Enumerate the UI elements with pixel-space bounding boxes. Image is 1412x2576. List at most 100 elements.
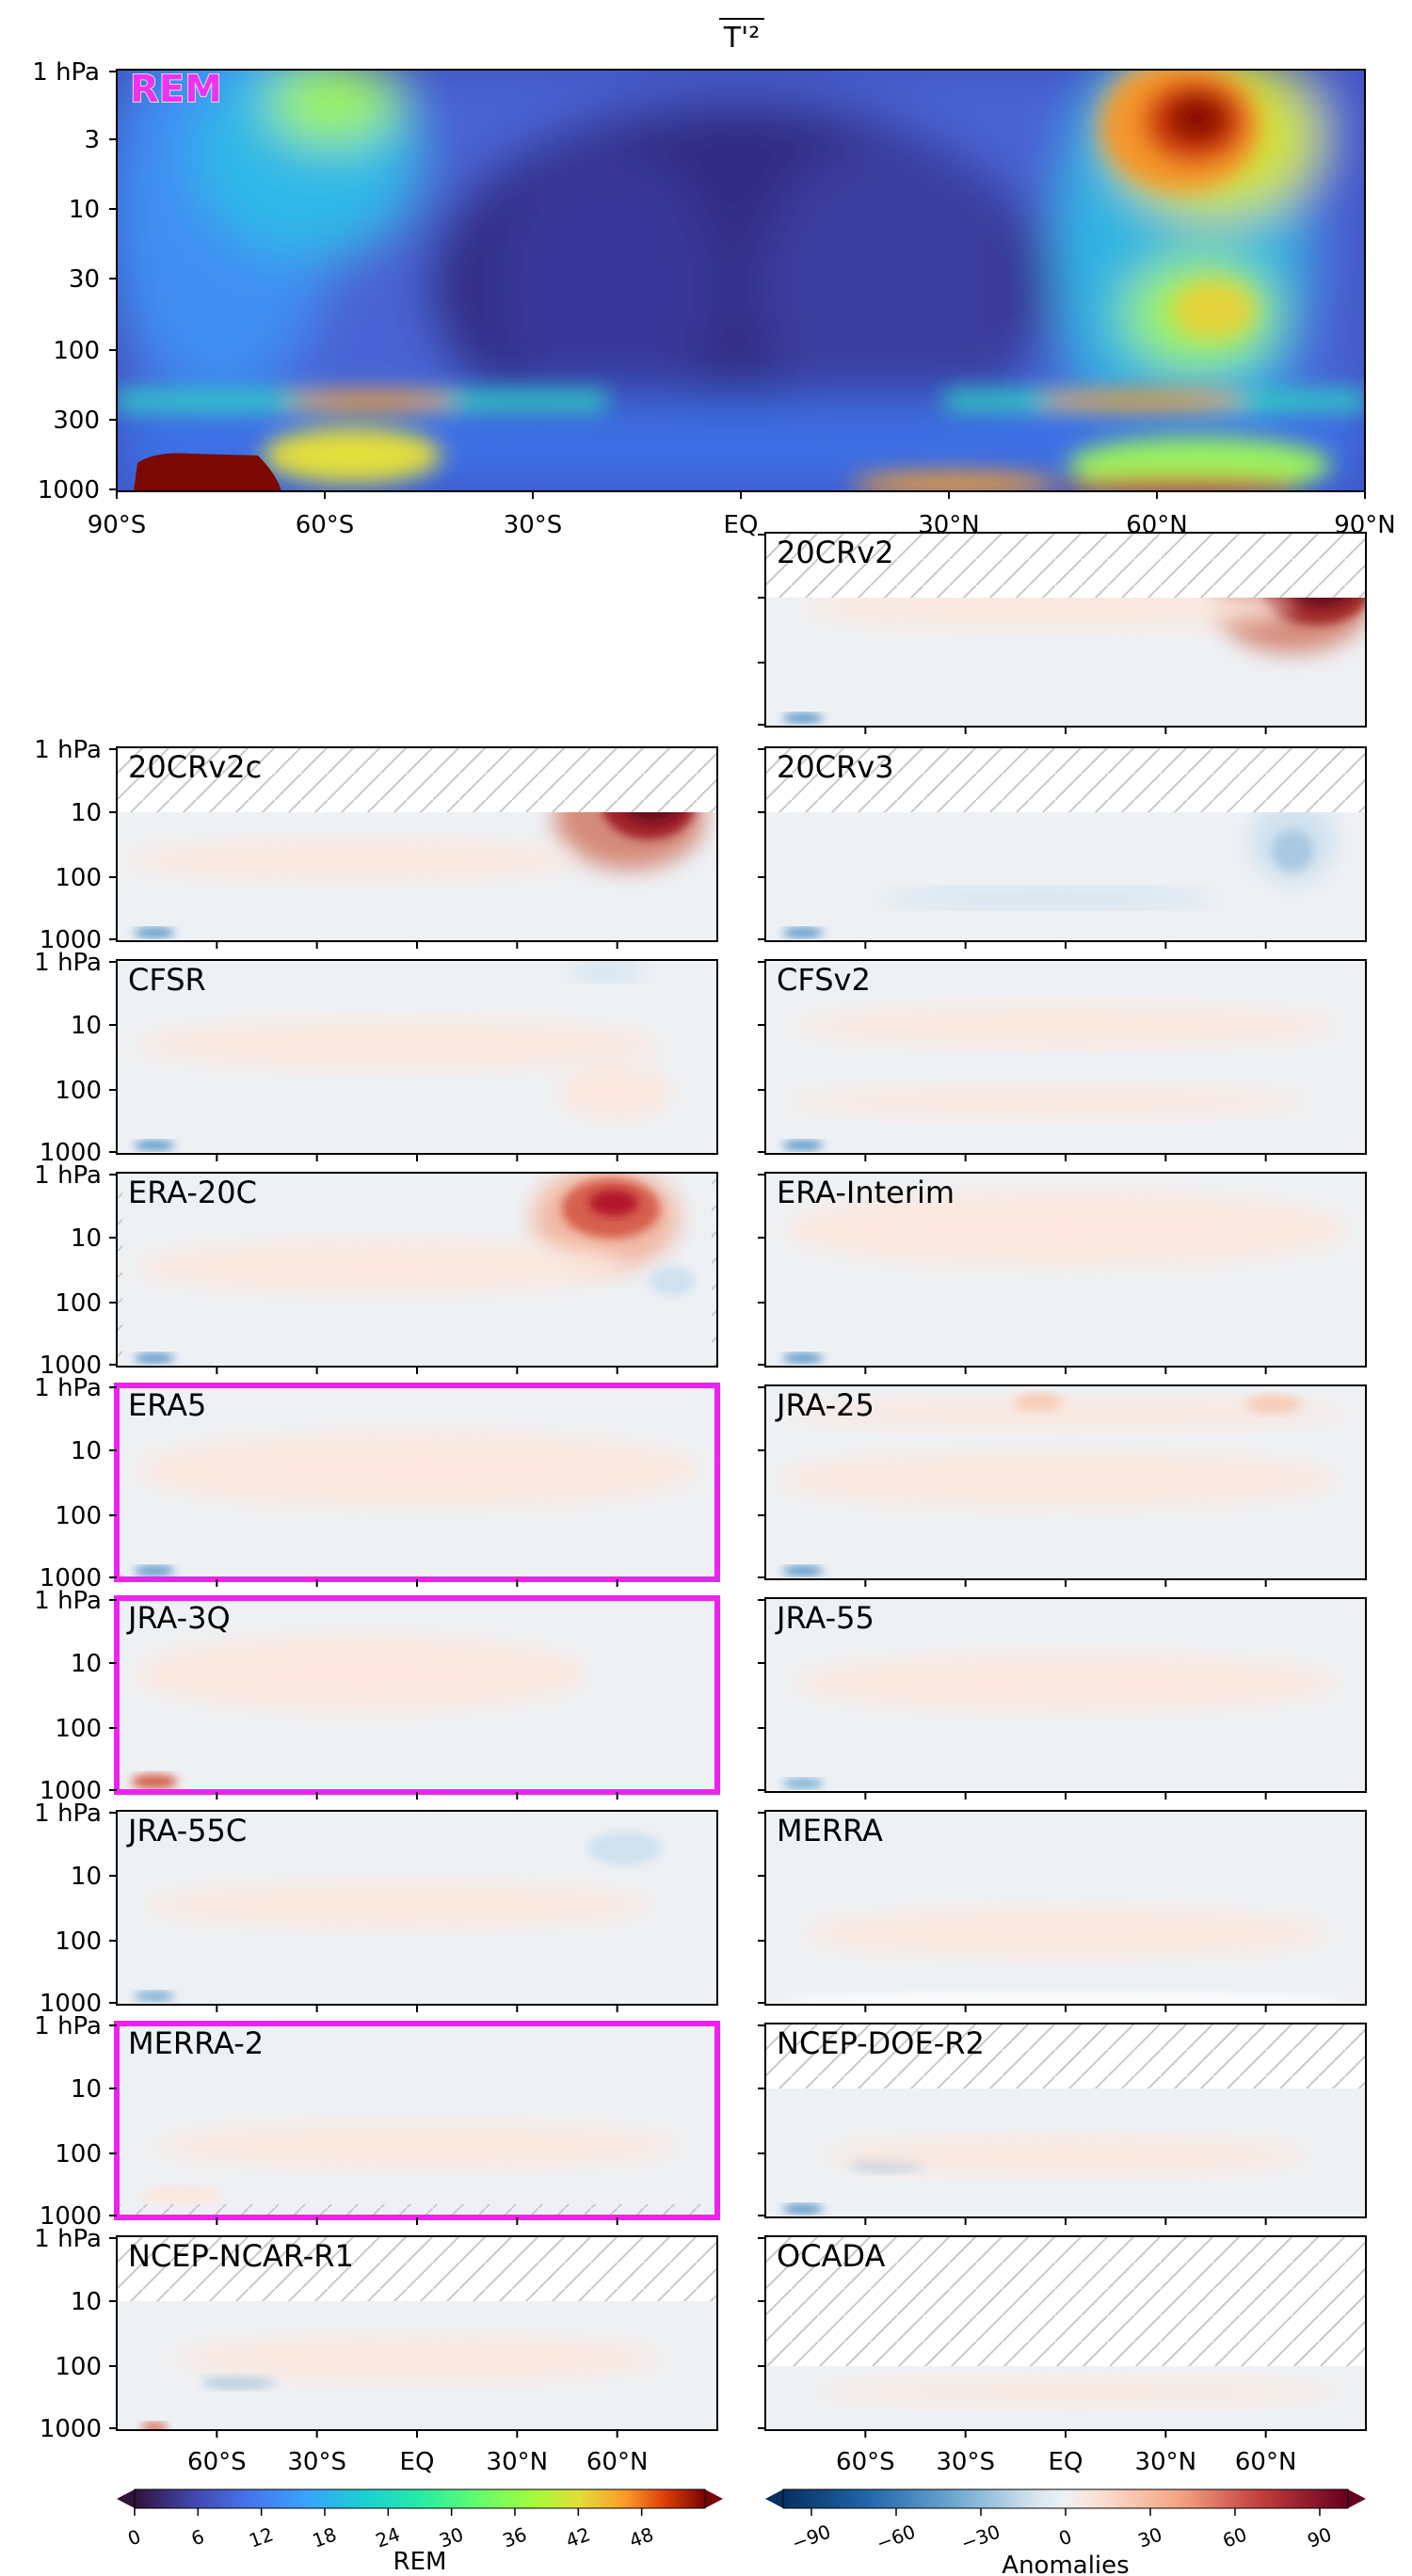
anomaly-blob bbox=[822, 2136, 1311, 2174]
anomaly-blob bbox=[141, 2423, 168, 2430]
missing-data-hatch bbox=[765, 533, 1366, 598]
panel-label: MERRA bbox=[777, 1813, 883, 1848]
panel-label: 20CRv2c bbox=[128, 749, 262, 785]
ytick-label: 10 bbox=[71, 1437, 102, 1465]
colorbar-tick-label: 90 bbox=[1305, 2522, 1335, 2552]
ytick-label: 10 bbox=[71, 1650, 102, 1678]
panel-field: 20CRv2c bbox=[117, 747, 717, 941]
panel-ncep-ncar-r1: NCEP-NCAR-R1 1 hPa 10 100 1000 60°S 30°S EQ 30°N… bbox=[34, 2225, 718, 2476]
panel-field: CFSR bbox=[117, 960, 717, 1154]
xtick-label: 60°N bbox=[1235, 2448, 1297, 2476]
rem-colorbar-ramp bbox=[135, 2489, 705, 2508]
ytick-label: 1 hPa bbox=[34, 1161, 102, 1190]
xtick-label: 60°S bbox=[187, 2448, 247, 2476]
rem-ytick-label: 3 bbox=[84, 126, 100, 154]
panel-field: MERRA-2 bbox=[117, 2024, 717, 2217]
panel-field: ERA5 bbox=[117, 1385, 717, 1579]
ytick-label: 1 hPa bbox=[34, 1587, 102, 1615]
colorbar-tick-label: −90 bbox=[789, 2520, 834, 2555]
anomaly-blob bbox=[782, 1779, 824, 1788]
anomaly-blob bbox=[136, 1020, 663, 1069]
anomaly-blob bbox=[569, 962, 644, 981]
rem-field: REM bbox=[117, 68, 1365, 491]
xtick-label: 30°N bbox=[487, 2448, 549, 2476]
anomaly-blob bbox=[812, 2378, 1340, 2405]
anomaly-blob bbox=[782, 1141, 824, 1150]
panel-label: JRA-3Q bbox=[126, 1600, 231, 1636]
ytick-label: 1000 bbox=[40, 1564, 102, 1592]
ytick-label: 100 bbox=[55, 864, 102, 892]
panel-label: 20CRv3 bbox=[777, 749, 894, 785]
panel-field: JRA-25 bbox=[765, 1385, 1366, 1579]
xtick-label: EQ bbox=[1049, 2448, 1083, 2476]
panel-field: NCEP-DOE-R2 bbox=[765, 2024, 1366, 2217]
rem-xtick-label: 60°S bbox=[296, 511, 355, 539]
panel-field: CFSv2 bbox=[765, 960, 1366, 1154]
panel-field: NCEP-NCAR-R1 bbox=[117, 2236, 717, 2430]
panel-merra: MERRA bbox=[758, 1810, 1367, 2012]
panel-jra-55: JRA-55 bbox=[758, 1597, 1367, 1800]
rem-ytick-label: 30 bbox=[69, 265, 100, 294]
panel-field: JRA-55 bbox=[765, 1598, 1366, 1792]
panel-20crv2c: 20CRv2c 1 hPa 10 100 1000 bbox=[34, 736, 718, 954]
anomaly-blob bbox=[782, 1353, 824, 1363]
ytick-label: 1000 bbox=[40, 2415, 102, 2443]
missing-data-hatch bbox=[117, 1173, 122, 1367]
panel-label: ERA-Interim bbox=[777, 1175, 955, 1210]
ytick-label: 1000 bbox=[40, 926, 102, 954]
panel-jra-25: JRA-25 bbox=[758, 1384, 1367, 1587]
anomaly-blob bbox=[126, 840, 578, 881]
rem-xtick-label: EQ bbox=[724, 511, 759, 539]
ytick-label: 10 bbox=[71, 2075, 102, 2104]
panel-label: NCEP-NCAR-R1 bbox=[128, 2238, 354, 2274]
ytick-label: 10 bbox=[71, 799, 102, 827]
panel-label: CFSR bbox=[128, 962, 206, 998]
anomaly-blob bbox=[140, 2185, 225, 2204]
panel-era-20c: ERA-20C 1 hPa 10 100 1000 bbox=[34, 1161, 718, 1380]
colorbar-tick-label: 30 bbox=[1135, 2522, 1165, 2552]
colorbar-tick-label: −60 bbox=[874, 2520, 919, 2555]
rem-colorbar-min-arrow bbox=[117, 2489, 135, 2508]
anomaly-blob bbox=[134, 1353, 175, 1363]
xtick-label: 60°S bbox=[836, 2448, 895, 2476]
anomaly-blob bbox=[878, 888, 1217, 907]
rem-xtick-label: 90°S bbox=[88, 511, 147, 539]
ytick-label: 1 hPa bbox=[34, 2012, 102, 2040]
panel-label: ERA-20C bbox=[128, 1175, 257, 1210]
anomaly-blob bbox=[782, 1566, 824, 1576]
panel-field: JRA-55C bbox=[117, 1811, 717, 2005]
panel-field: MERRA bbox=[765, 1811, 1366, 2005]
panel-label: JRA-55C bbox=[126, 1813, 247, 1848]
ytick-label: 1000 bbox=[40, 1777, 102, 1805]
ytick-label: 1 hPa bbox=[34, 1374, 102, 1402]
xtick-label: 60°N bbox=[586, 2448, 649, 2476]
panel-20crv2: 20CRv2 bbox=[758, 532, 1367, 734]
ytick-label: 1 hPa bbox=[34, 2225, 102, 2253]
colorbar-tick-label: 48 bbox=[626, 2522, 656, 2552]
anomaly-blob bbox=[782, 2204, 824, 2214]
rem-colorbar-max-arrow bbox=[705, 2489, 723, 2508]
panel-field: 20CRv2 bbox=[765, 533, 1366, 727]
panel-merra-2: MERRA-2 1 hPa 10 100 1000 bbox=[34, 2012, 720, 2231]
anomaly-colorbar: −90 −60 −30 0 30 60 90 Anomalies bbox=[765, 2488, 1366, 2576]
anomaly-blob bbox=[559, 1064, 672, 1120]
rem-panel-label: REM bbox=[130, 68, 222, 111]
panel-20crv3: 20CRv3 bbox=[758, 746, 1367, 949]
panel-label: ERA5 bbox=[128, 1387, 206, 1423]
ytick-label: 100 bbox=[55, 1715, 102, 1743]
rem-ytick-label: 1000 bbox=[38, 476, 100, 504]
anomaly-colorbar-max-arrow bbox=[1348, 2489, 1366, 2508]
ytick-label: 100 bbox=[55, 1077, 102, 1105]
rem-ytick-label: 10 bbox=[69, 196, 100, 224]
anomaly-blob bbox=[782, 713, 824, 723]
rem-ytick-label: 300 bbox=[53, 407, 100, 435]
anomaly-blob bbox=[1245, 1395, 1302, 1414]
panel-era-interim: ERA-Interim bbox=[758, 1172, 1367, 1374]
anomaly-blob bbox=[136, 1240, 625, 1293]
ytick-label: 100 bbox=[55, 2140, 102, 2168]
rem-xtick-label: 30°S bbox=[504, 511, 563, 539]
colorbar-tick-label: 18 bbox=[310, 2522, 340, 2552]
xtick-label: 30°S bbox=[287, 2448, 346, 2476]
ytick-label: 100 bbox=[55, 1502, 102, 1530]
anomaly-blob bbox=[154, 2123, 682, 2168]
